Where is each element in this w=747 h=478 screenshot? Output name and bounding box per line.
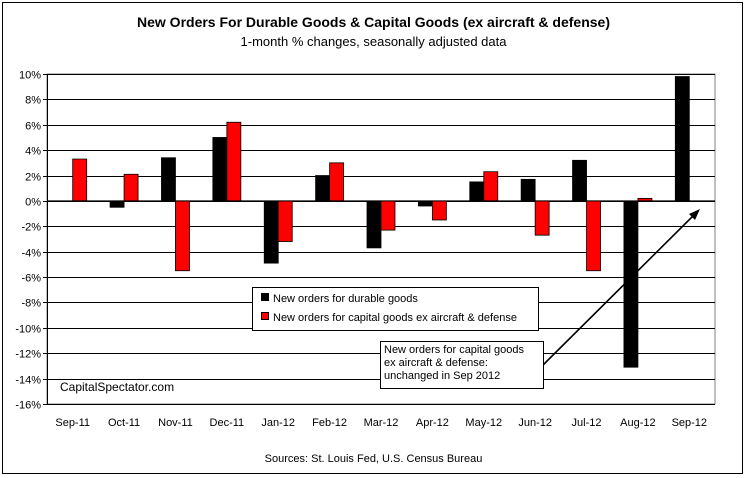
chart-subtitle: 1-month % changes, seasonally adjusted d…	[240, 34, 507, 49]
y-tick-label: 2%	[25, 172, 41, 184]
bar-durable	[623, 200, 639, 368]
chart-legend: New orders for durable goods New orders …	[252, 287, 539, 331]
y-tick-label: -14%	[15, 375, 41, 387]
y-tick-label: -10%	[15, 324, 41, 336]
bar-capital	[431, 200, 447, 221]
y-tick-label: -2%	[21, 222, 41, 234]
y-tick-label: 6%	[25, 121, 41, 133]
bar-capital	[534, 200, 550, 236]
bar-durable	[109, 200, 125, 208]
bar-capital	[123, 173, 139, 202]
y-tick-label: -16%	[15, 400, 41, 412]
bar-durable	[161, 157, 176, 202]
annotation-line: ex aircraft & defense:	[384, 357, 488, 369]
y-tick-label: 8%	[25, 95, 41, 107]
bar-durable	[417, 200, 433, 207]
x-tick-label: Sep-12	[672, 417, 707, 429]
x-tick-label: Apr-12	[416, 417, 449, 429]
chart-title: New Orders For Durable Goods & Capital G…	[137, 14, 610, 30]
bar-capital	[483, 171, 499, 202]
bar-durable	[572, 159, 587, 202]
x-tick-label: Jun-12	[518, 417, 552, 429]
bar-capital	[277, 200, 293, 242]
bar-durable	[366, 200, 382, 249]
y-tick-label: 10%	[19, 70, 41, 82]
x-tick-label: Aug-12	[620, 417, 655, 429]
annotation-box: New orders for capital goods ex aircraft…	[380, 341, 544, 389]
legend-label-durable: New orders for durable goods	[273, 293, 418, 305]
legend-entry-durable: New orders for durable goods	[261, 293, 418, 305]
bar-durable	[315, 175, 331, 202]
x-tick-label: Nov-11	[158, 417, 193, 429]
bar-capital	[329, 162, 345, 202]
bar-durable	[520, 178, 536, 202]
bar-durable	[212, 137, 228, 202]
legend-swatch-durable	[261, 293, 269, 301]
watermark-text: CapitalSpectator.com	[60, 380, 175, 394]
x-tick-label: Jul-12	[572, 417, 602, 429]
bar-capital	[586, 200, 601, 272]
legend-label-capital: New orders for capital goods ex aircraft…	[273, 312, 517, 324]
y-tick-label: 0%	[25, 197, 41, 209]
annotation-line: unchanged in Sep 2012	[384, 370, 501, 382]
bar-capital	[380, 200, 396, 231]
x-tick-label: Jan-12	[261, 417, 295, 429]
x-tick-label: May-12	[465, 417, 502, 429]
y-tick-label: 4%	[25, 146, 41, 158]
x-tick-label: Dec-11	[210, 417, 245, 429]
bar-capital	[72, 158, 88, 202]
chart-source: Sources: St. Louis Fed, U.S. Census Bure…	[264, 453, 483, 465]
bar-durable	[674, 76, 690, 202]
legend-entry-capital: New orders for capital goods ex aircraft…	[261, 312, 517, 324]
bar-capital	[175, 200, 190, 272]
bar-capital	[226, 121, 242, 202]
x-tick-label: Mar-12	[364, 417, 399, 429]
legend-swatch-capital	[261, 312, 269, 320]
x-tick-label: Feb-12	[312, 417, 347, 429]
y-tick-label: -12%	[15, 349, 41, 361]
y-tick-label: -4%	[21, 248, 41, 260]
bar-durable	[469, 181, 485, 202]
annotation-line: New orders for capital goods	[384, 344, 525, 356]
annotation-arrow-line	[540, 212, 697, 368]
bar-durable	[263, 200, 279, 264]
x-tick-label: Oct-11	[108, 417, 140, 429]
x-tick-label: Sep-11	[55, 417, 90, 429]
annotation-arrow-head	[689, 209, 700, 220]
y-tick-label: -6%	[21, 273, 41, 285]
y-tick-label: -8%	[21, 298, 41, 310]
